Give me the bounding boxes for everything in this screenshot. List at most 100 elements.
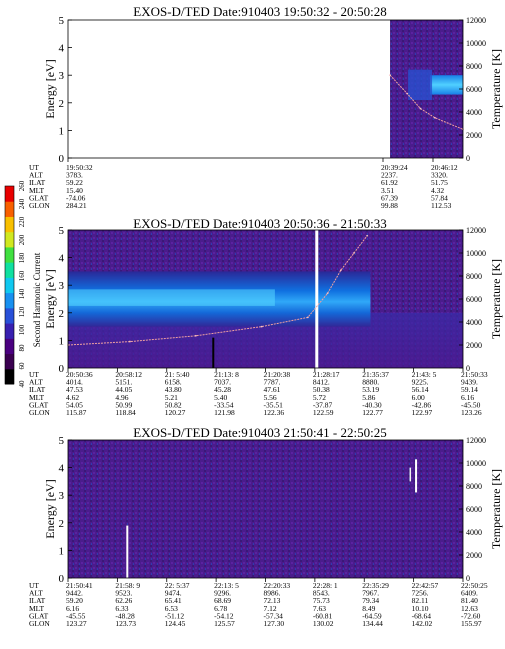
colorbar-tick-label: 160 — [18, 270, 26, 281]
ephemeris-value: 3320. — [431, 171, 448, 180]
ephemeris-value: 50.99 — [115, 400, 132, 409]
ephemeris-value: 59.20 — [66, 596, 83, 605]
ephemeris-value: 4.96 — [115, 393, 128, 402]
temperature-point — [433, 116, 436, 119]
y2-tick-label: 2000 — [466, 131, 482, 140]
colorbar-swatch — [5, 231, 14, 248]
ephemeris-row-label: ILAT — [29, 385, 46, 394]
y2-tick-label: 8000 — [466, 272, 482, 281]
ephemeris-row-label: ALT — [29, 171, 43, 180]
panel-3: EXOS-D/TED Date:910403 21:50:41 - 22:50:… — [29, 425, 503, 628]
ephemeris-value: 44.05 — [115, 385, 132, 394]
colorbar-swatch — [5, 292, 14, 309]
colorbar-swatch — [5, 338, 14, 355]
ephemeris-value: 9474. — [165, 589, 182, 598]
ephemeris-value: 21:58: 9 — [115, 581, 140, 590]
y-axis-label: Energy [eV] — [43, 479, 57, 538]
colorbar-tick-label: 60 — [18, 362, 26, 370]
ephemeris-row-label: GLAT — [29, 400, 49, 409]
ephemeris-value: -68.64 — [412, 611, 432, 620]
temperature-point — [194, 334, 197, 337]
ephemeris-value: 123.27 — [66, 619, 87, 628]
ephemeris-value: 67.39 — [381, 193, 398, 202]
ephemeris-value: 65.41 — [165, 596, 182, 605]
colorbar-tick-label: 140 — [18, 288, 26, 299]
y-tick-label: 3 — [59, 70, 65, 82]
y2-tick-label: 10000 — [466, 249, 486, 258]
temperature-point — [419, 107, 422, 110]
colorbar-tick-label: 200 — [18, 234, 26, 245]
y-tick-label: 1 — [59, 545, 65, 557]
y-tick-label: 5 — [59, 225, 65, 237]
ephemeris-value: 7.63 — [313, 604, 326, 613]
ephemeris-value: 3783. — [66, 171, 83, 180]
y2-tick-label: 12000 — [466, 436, 486, 445]
ephemeris-value: 79.34 — [362, 596, 379, 605]
ephemeris-value: 3.51 — [381, 186, 394, 195]
ephemeris-value: 68.69 — [214, 596, 231, 605]
ephemeris-value: 142.02 — [412, 619, 433, 628]
ephemeris-value: 75.73 — [313, 596, 330, 605]
panel-2: EXOS-D/TED Date:910403 20:50:36 - 21:50:… — [29, 216, 503, 417]
ephemeris-value: 22:13: 5 — [214, 581, 239, 590]
ephemeris-value: 21:28:17 — [313, 370, 340, 379]
colorbar: 40 60 80 100 120 140 160 180 200 220 240 260 — [4, 180, 26, 388]
ephemeris-value: 22:35:29 — [362, 581, 389, 590]
ephemeris-value: 7.12 — [264, 604, 277, 613]
spike — [409, 467, 412, 482]
y-tick-label: 3 — [59, 280, 65, 292]
ephemeris-row-label: GLON — [29, 408, 50, 417]
ephemeris-value: -45.55 — [66, 611, 86, 620]
ephemeris-value: 22:20:33 — [264, 581, 291, 590]
ephemeris-value: 7256. — [412, 589, 429, 598]
colorbar-swatch — [5, 186, 14, 202]
ephemeris-value: 112.53 — [431, 201, 452, 210]
ephemeris-row-label: ILAT — [29, 178, 46, 187]
y2-tick-label: 8000 — [466, 482, 482, 491]
ephemeris-value: 122.77 — [362, 408, 383, 417]
ephemeris-value: 50.82 — [165, 400, 182, 409]
ephemeris-value: 22: 5:37 — [165, 581, 190, 590]
ephemeris-value: 130.02 — [313, 619, 334, 628]
y-axis-label: Energy [eV] — [43, 269, 57, 328]
ephemeris-value: 6.16 — [66, 604, 79, 613]
ephemeris-value: 59.22 — [66, 178, 83, 187]
spectrogram — [68, 440, 463, 578]
ephemeris-value: 8543. — [313, 589, 330, 598]
colorbar-swatch — [5, 307, 14, 324]
ephemeris-value: 43.80 — [165, 385, 182, 394]
y-tick-label: 0 — [59, 153, 65, 165]
ephemeris-value: 123.73 — [115, 619, 136, 628]
y-tick-label: 4 — [59, 43, 65, 55]
ephemeris-row-label: GLAT — [29, 193, 49, 202]
ephemeris-table: UTALTILATMLTGLATGLON20:50:364014.47.534.… — [29, 370, 488, 417]
temperature-point — [326, 292, 329, 295]
spectrogram-band — [408, 69, 433, 101]
ephemeris-value: 155.97 — [461, 619, 482, 628]
colorbar-tick-label: 240 — [18, 198, 26, 209]
ephemeris-value: 284.21 — [66, 201, 87, 210]
y-tick-label: 1 — [59, 125, 65, 137]
ephemeris-value: 8986. — [264, 589, 281, 598]
colorbar-swatch — [5, 216, 14, 233]
ephemeris-value: 115.87 — [66, 408, 87, 417]
ephemeris-value: 50.38 — [313, 385, 330, 394]
y-tick-label: 3 — [59, 490, 65, 502]
ephemeris-value: 6409. — [461, 589, 478, 598]
y-tick-label: 2 — [59, 518, 65, 530]
spectrogram-band — [430, 75, 463, 95]
ephemeris-value: 81.40 — [461, 596, 478, 605]
ephemeris-value: -64.59 — [362, 611, 382, 620]
y2-axis-label: Temperature [K] — [489, 259, 503, 339]
ephemeris-value: 62.26 — [115, 596, 132, 605]
colorbar-tick-label: 100 — [18, 324, 26, 335]
y2-tick-label: 4000 — [466, 318, 482, 327]
ephemeris-value: 2237. — [381, 171, 398, 180]
temperature-point — [366, 234, 369, 237]
y-tick-label: 4 — [59, 463, 65, 475]
ephemeris-value: 7967. — [362, 589, 379, 598]
ephemeris-row-label: GLON — [29, 201, 50, 210]
colorbar-tick-label: 80 — [18, 344, 26, 352]
